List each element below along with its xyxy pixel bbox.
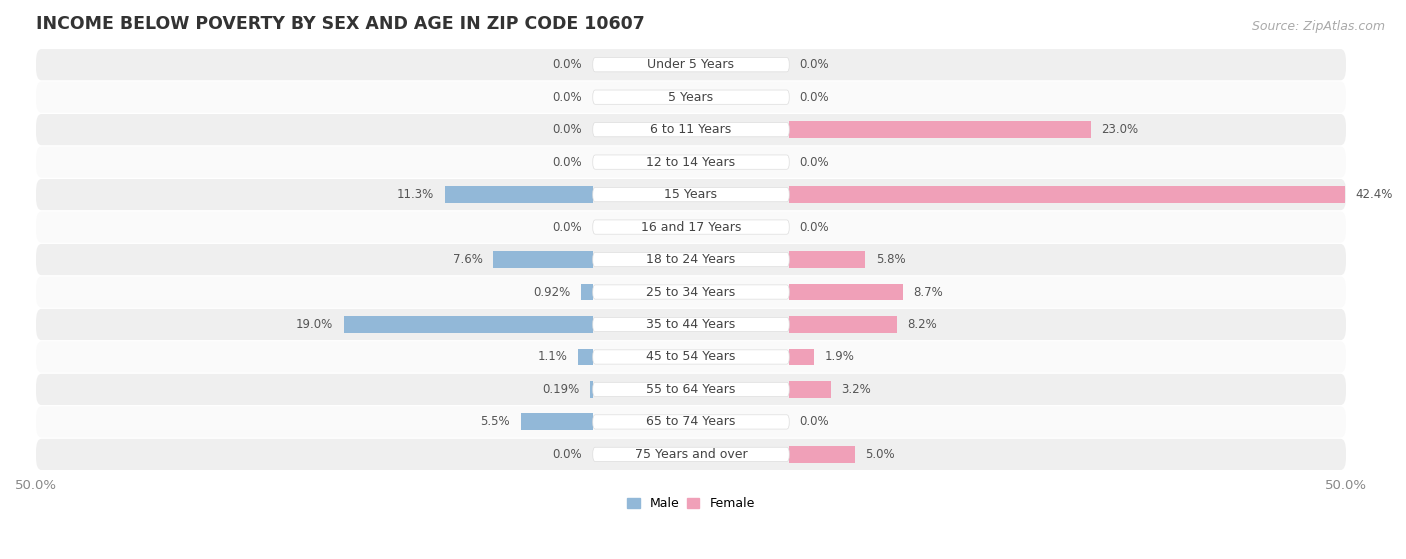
Text: 1.1%: 1.1%: [538, 350, 568, 363]
Bar: [789, 283, 903, 301]
Text: 5.8%: 5.8%: [876, 253, 905, 266]
Bar: [344, 316, 593, 333]
Bar: [789, 186, 1344, 203]
FancyBboxPatch shape: [37, 342, 1346, 372]
Bar: [520, 414, 593, 430]
FancyBboxPatch shape: [593, 90, 789, 105]
Text: 12 to 14 Years: 12 to 14 Years: [647, 155, 735, 169]
Text: 8.7%: 8.7%: [914, 286, 943, 299]
Bar: [789, 446, 855, 463]
FancyBboxPatch shape: [593, 318, 789, 331]
Bar: [789, 251, 865, 268]
Text: 15 Years: 15 Years: [665, 188, 717, 201]
FancyBboxPatch shape: [37, 49, 1346, 80]
Text: 18 to 24 Years: 18 to 24 Years: [647, 253, 735, 266]
Text: 35 to 44 Years: 35 to 44 Years: [647, 318, 735, 331]
FancyBboxPatch shape: [37, 82, 1346, 113]
Text: 0.0%: 0.0%: [800, 58, 830, 71]
Bar: [789, 348, 814, 366]
FancyBboxPatch shape: [593, 447, 789, 462]
FancyBboxPatch shape: [37, 406, 1346, 438]
FancyBboxPatch shape: [37, 211, 1346, 243]
Bar: [581, 283, 593, 301]
Text: 75 Years and over: 75 Years and over: [634, 448, 748, 461]
Text: 0.0%: 0.0%: [553, 221, 582, 234]
Text: 23.0%: 23.0%: [1101, 123, 1137, 136]
FancyBboxPatch shape: [593, 220, 789, 234]
Text: 5 Years: 5 Years: [668, 91, 714, 103]
FancyBboxPatch shape: [37, 374, 1346, 405]
Text: INCOME BELOW POVERTY BY SEX AND AGE IN ZIP CODE 10607: INCOME BELOW POVERTY BY SEX AND AGE IN Z…: [37, 15, 645, 33]
FancyBboxPatch shape: [593, 285, 789, 299]
Text: 0.0%: 0.0%: [553, 91, 582, 103]
Bar: [444, 186, 593, 203]
Text: 0.0%: 0.0%: [800, 155, 830, 169]
Text: 0.0%: 0.0%: [553, 155, 582, 169]
Text: 5.0%: 5.0%: [865, 448, 894, 461]
FancyBboxPatch shape: [593, 382, 789, 396]
Bar: [591, 381, 593, 398]
FancyBboxPatch shape: [593, 187, 789, 202]
FancyBboxPatch shape: [37, 146, 1346, 178]
Bar: [789, 121, 1091, 138]
Bar: [789, 316, 897, 333]
Bar: [578, 348, 593, 366]
Text: 42.4%: 42.4%: [1355, 188, 1392, 201]
FancyBboxPatch shape: [37, 244, 1346, 275]
Text: 6 to 11 Years: 6 to 11 Years: [651, 123, 731, 136]
Text: 0.19%: 0.19%: [543, 383, 579, 396]
FancyBboxPatch shape: [593, 122, 789, 137]
FancyBboxPatch shape: [593, 155, 789, 169]
Bar: [494, 251, 593, 268]
Text: 16 and 17 Years: 16 and 17 Years: [641, 221, 741, 234]
FancyBboxPatch shape: [37, 179, 1346, 210]
FancyBboxPatch shape: [593, 253, 789, 267]
Text: 19.0%: 19.0%: [297, 318, 333, 331]
Bar: [789, 381, 831, 398]
FancyBboxPatch shape: [37, 277, 1346, 307]
Text: 0.0%: 0.0%: [553, 58, 582, 71]
Text: 3.2%: 3.2%: [842, 383, 872, 396]
Legend: Male, Female: Male, Female: [623, 492, 759, 515]
Text: 0.0%: 0.0%: [800, 415, 830, 428]
Text: Under 5 Years: Under 5 Years: [648, 58, 734, 71]
Text: Source: ZipAtlas.com: Source: ZipAtlas.com: [1251, 20, 1385, 32]
Text: 0.0%: 0.0%: [800, 91, 830, 103]
Text: 0.92%: 0.92%: [533, 286, 571, 299]
FancyBboxPatch shape: [593, 350, 789, 364]
Text: 0.0%: 0.0%: [800, 221, 830, 234]
Text: 55 to 64 Years: 55 to 64 Years: [647, 383, 735, 396]
FancyBboxPatch shape: [593, 58, 789, 72]
Text: 11.3%: 11.3%: [396, 188, 434, 201]
FancyBboxPatch shape: [37, 439, 1346, 470]
Text: 0.0%: 0.0%: [553, 448, 582, 461]
Text: 7.6%: 7.6%: [453, 253, 482, 266]
FancyBboxPatch shape: [37, 309, 1346, 340]
Text: 0.0%: 0.0%: [553, 123, 582, 136]
Text: 5.5%: 5.5%: [481, 415, 510, 428]
Text: 8.2%: 8.2%: [907, 318, 936, 331]
Text: 1.9%: 1.9%: [824, 350, 855, 363]
FancyBboxPatch shape: [37, 114, 1346, 145]
FancyBboxPatch shape: [593, 415, 789, 429]
Text: 45 to 54 Years: 45 to 54 Years: [647, 350, 735, 363]
Text: 65 to 74 Years: 65 to 74 Years: [647, 415, 735, 428]
Text: 25 to 34 Years: 25 to 34 Years: [647, 286, 735, 299]
